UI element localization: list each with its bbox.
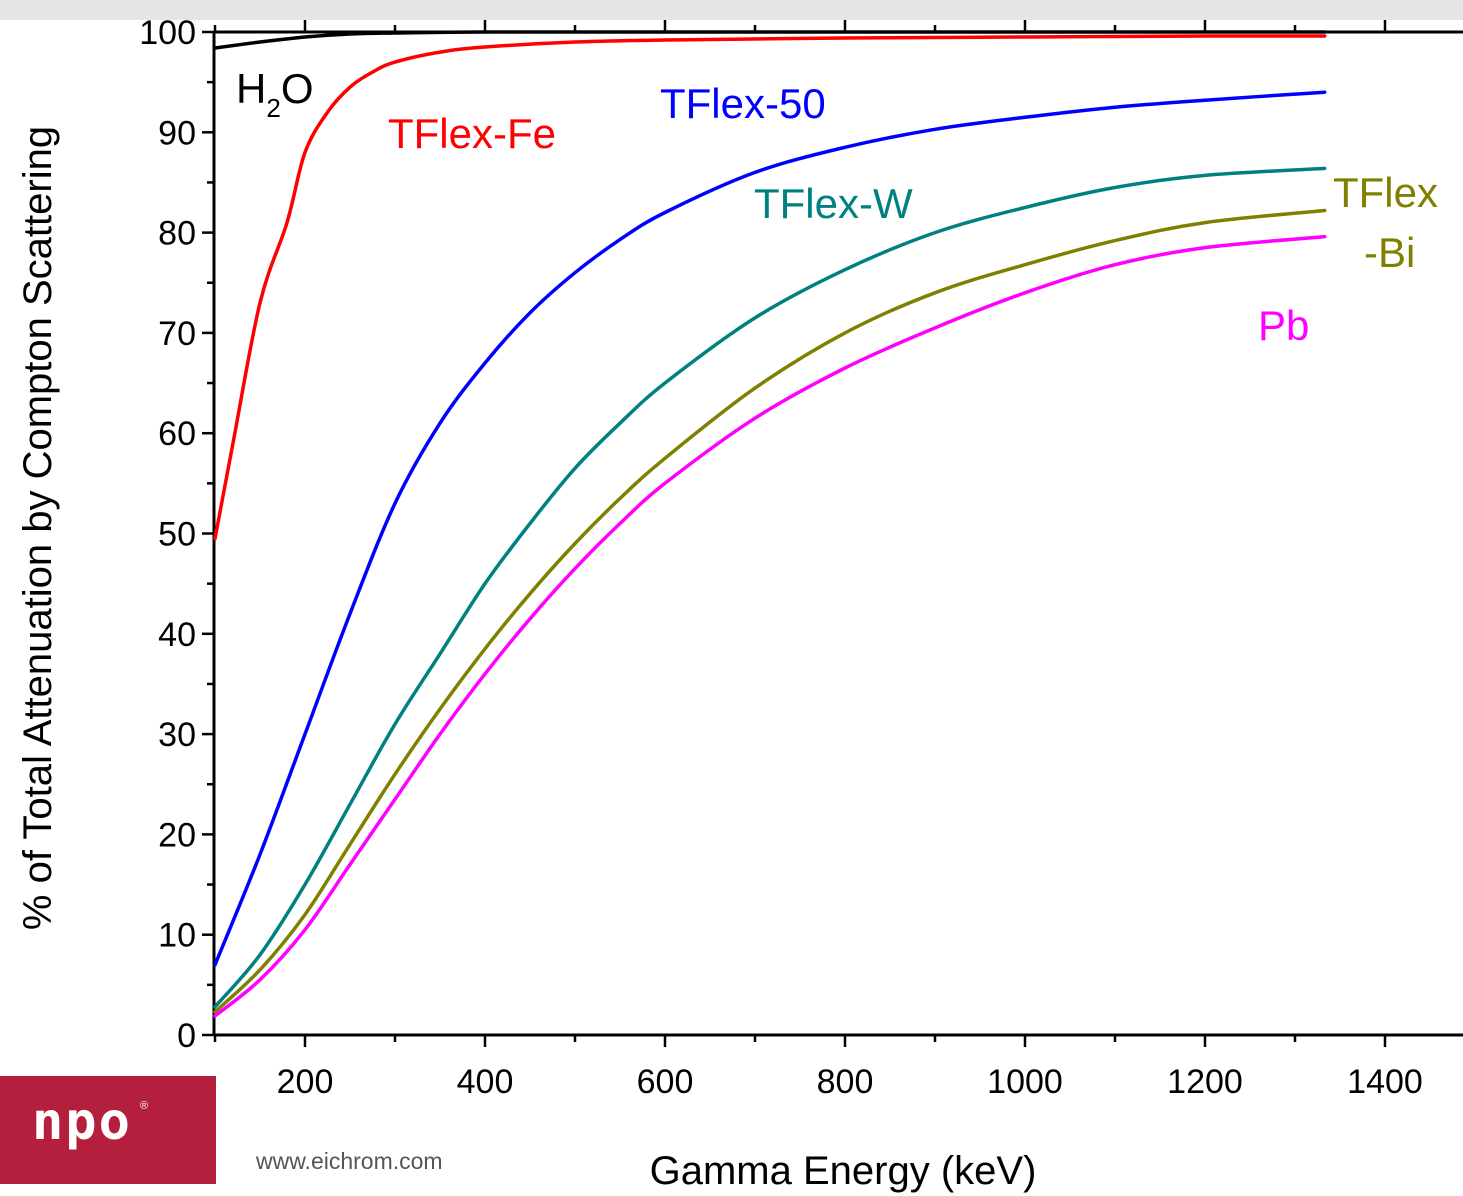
y-tick-label-60: 60 <box>158 415 196 453</box>
label-tflex-fe: TFlex-Fe <box>388 110 556 157</box>
y-tick-label-20: 20 <box>158 816 196 854</box>
x-tick-label-1000: 1000 <box>987 1063 1063 1101</box>
label-h2o-o: O <box>281 65 314 112</box>
label-pb: Pb <box>1258 302 1309 349</box>
x-tick-label-1200: 1200 <box>1167 1063 1243 1101</box>
y-tick-label-80: 80 <box>158 215 196 253</box>
label-tflex-w: TFlex-W <box>754 180 913 227</box>
label-tflex-bi-line2: -Bi <box>1364 229 1415 276</box>
y-tick-label-100: 100 <box>139 14 196 52</box>
npo-logo: npo ® <box>0 1076 216 1184</box>
series-line-tflex-fe <box>213 34 1327 541</box>
logo-text: npo <box>32 1092 132 1152</box>
top-band <box>0 0 1463 20</box>
logo-registered-mark: ® <box>140 1100 149 1112</box>
x-tick-label-200: 200 <box>277 1063 334 1101</box>
x-tick-label-400: 400 <box>457 1063 514 1101</box>
y-tick-label-50: 50 <box>158 516 196 554</box>
y-axis-title: % of Total Attenuation by Compton Scatte… <box>16 126 60 930</box>
series-line-pb <box>213 234 1327 1018</box>
y-tick-label-10: 10 <box>158 917 196 955</box>
tick-labels: 200 400 600 800 1000 1200 1400 0 10 20 30 40 50 60 70 8… <box>139 14 1423 1101</box>
x-tick-label-600: 600 <box>637 1063 694 1101</box>
y-tick-label-0: 0 <box>177 1017 196 1055</box>
series-line-tflex-w <box>213 166 1327 1009</box>
label-tflex-50: TFlex-50 <box>660 80 826 127</box>
y-tick-label-30: 30 <box>158 716 196 754</box>
label-h2o-sub: 2 <box>266 93 280 123</box>
series-line-tflex-bi <box>213 208 1327 1014</box>
label-tflex-bi-line1: TFlex <box>1333 169 1438 216</box>
website-link[interactable]: www.eichrom.com <box>256 1148 443 1174</box>
series-line-tflex-50 <box>213 90 1327 967</box>
y-tick-label-90: 90 <box>158 114 196 152</box>
label-h2o-h: H <box>236 65 266 112</box>
y-tick-label-70: 70 <box>158 315 196 353</box>
series-line-h2o <box>213 30 1327 50</box>
x-tick-label-1400: 1400 <box>1347 1063 1423 1101</box>
series-lines <box>213 30 1327 1018</box>
y-tick-label-40: 40 <box>158 616 196 654</box>
x-tick-label-800: 800 <box>817 1063 874 1101</box>
x-axis-title: Gamma Energy (keV) <box>650 1149 1037 1193</box>
label-h2o: H2O <box>236 65 313 123</box>
